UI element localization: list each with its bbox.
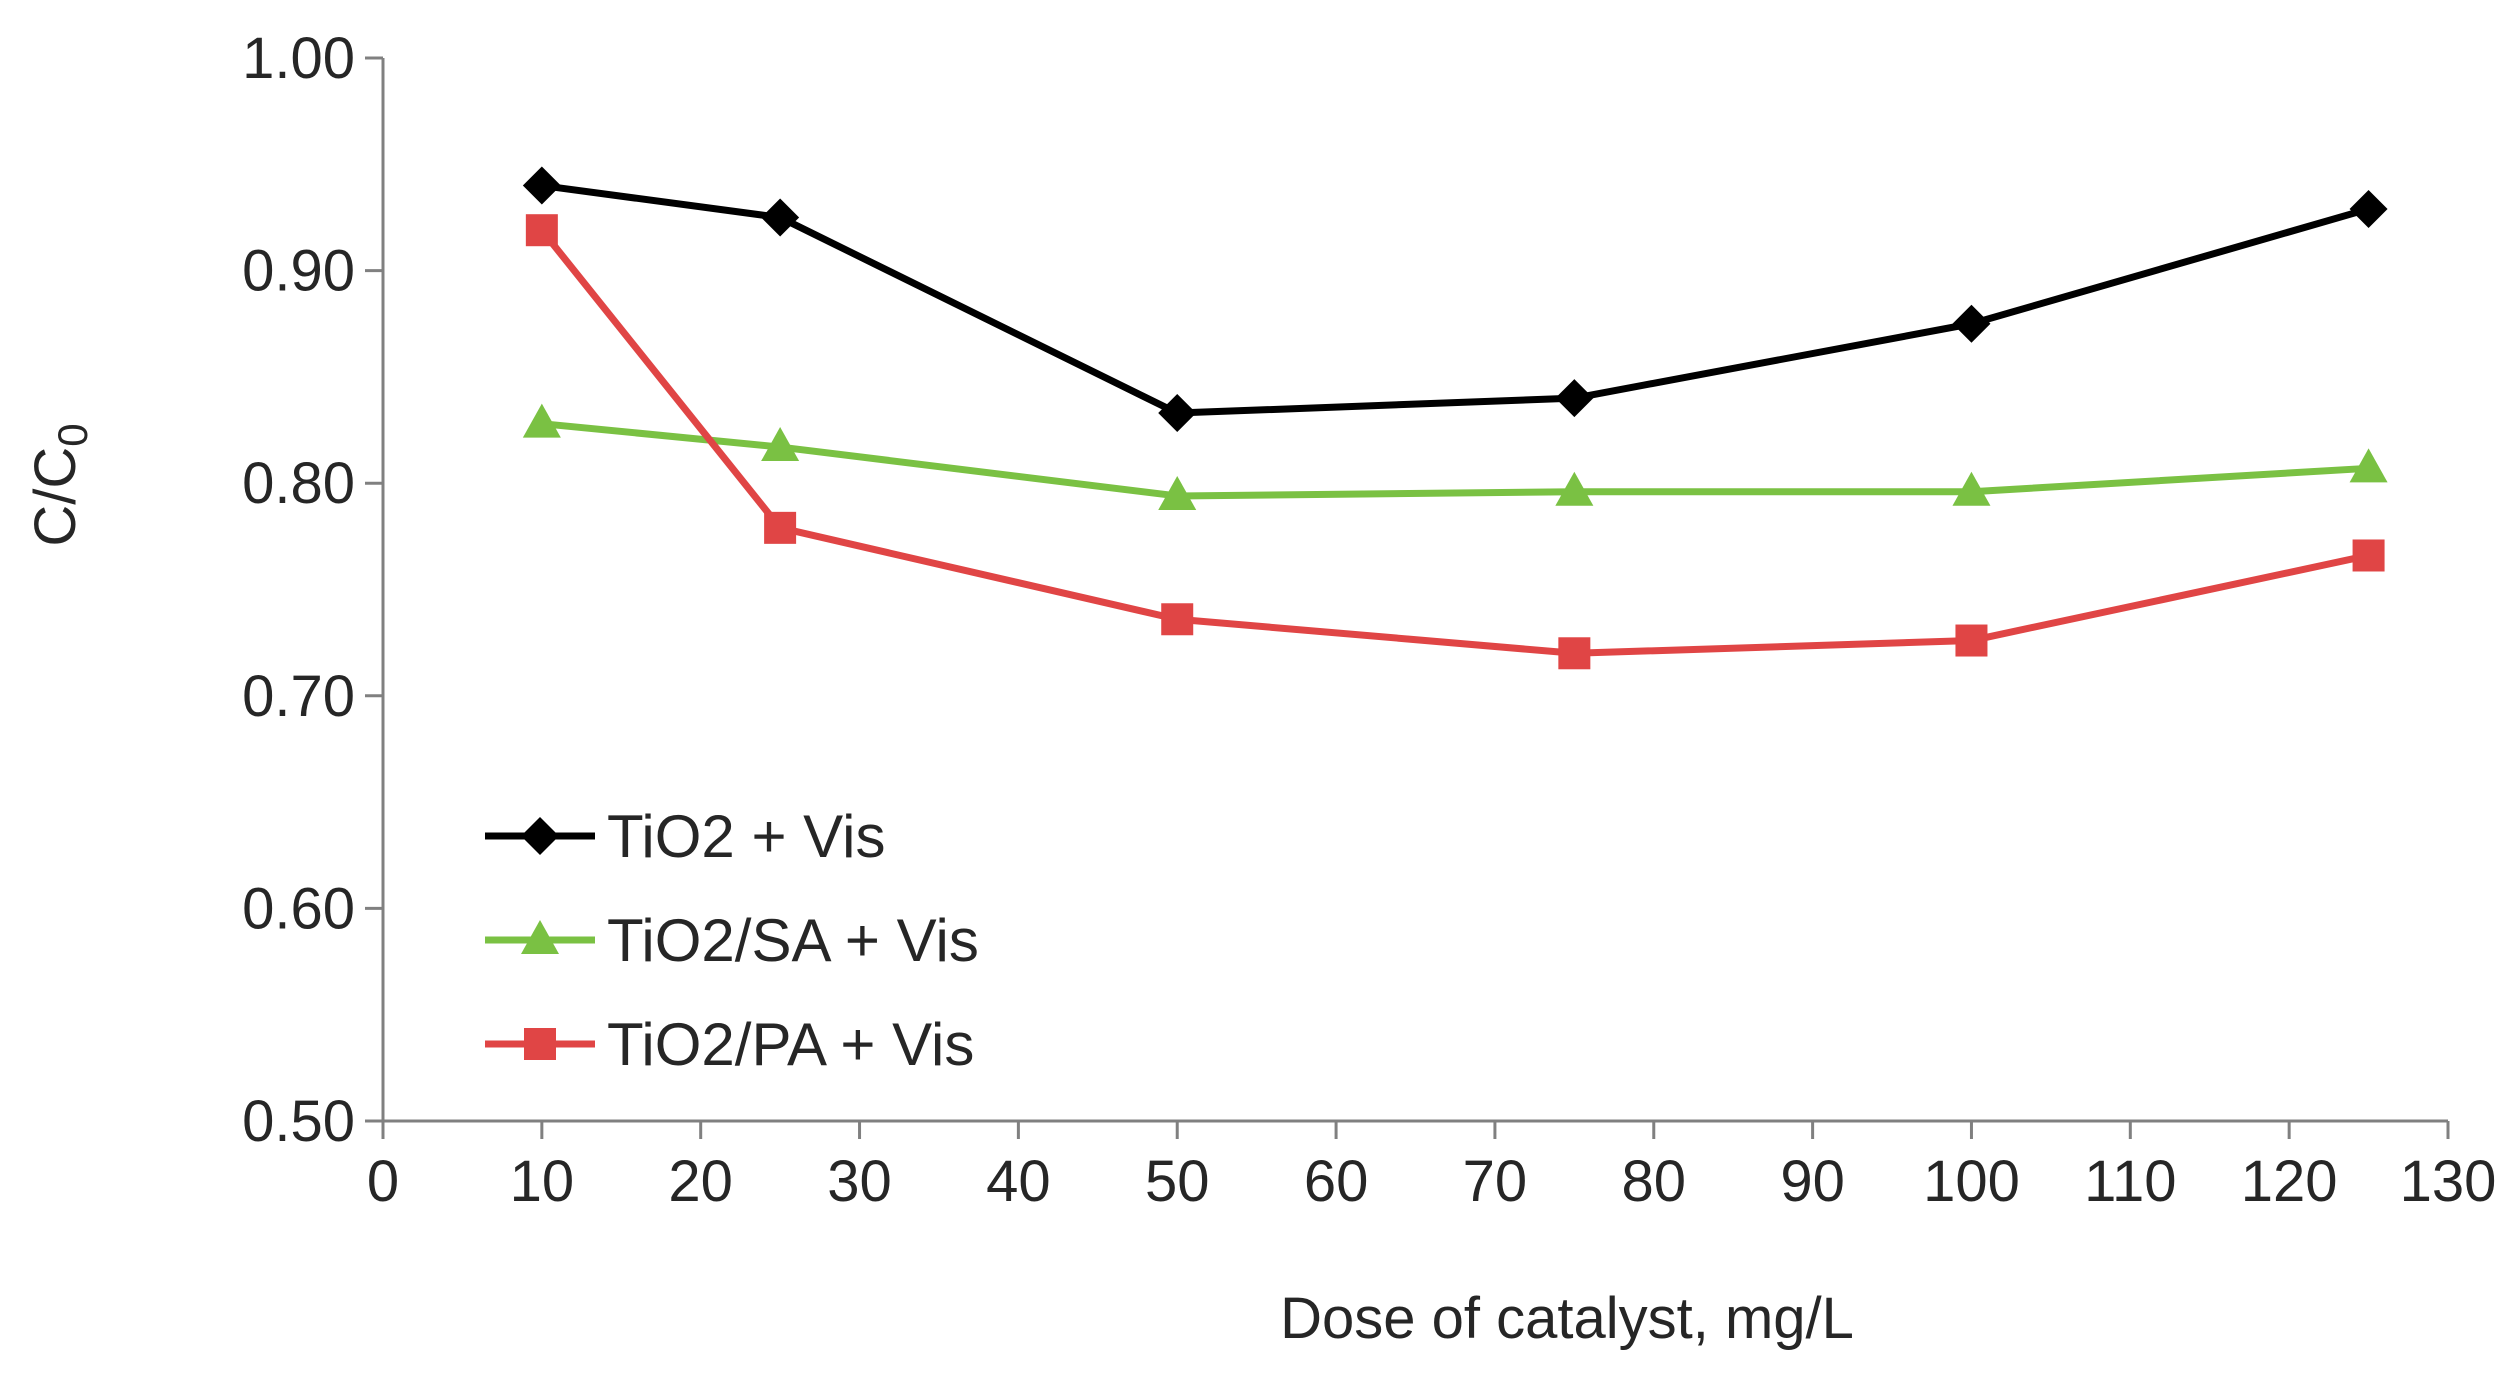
data-point [1161, 603, 1194, 636]
x-tick-label: 0 [367, 1149, 399, 1214]
x-tick-label: 100 [1923, 1149, 2020, 1214]
data-point [1952, 471, 1991, 506]
series-1 [522, 166, 2388, 433]
x-tick-label: 130 [2400, 1149, 2497, 1214]
series-2 [522, 403, 2388, 510]
data-point [1158, 475, 1197, 510]
legend: TiO2 + Vis TiO2/SA + Vis TiO2/PA + Vis [485, 803, 979, 1078]
y-tick-label: 1.00 [242, 26, 355, 91]
legend-label: TiO2/PA + Vis [607, 1011, 974, 1078]
legend-marker [521, 920, 559, 954]
legend-label: TiO2 + Vis [607, 803, 885, 870]
x-tick-label: 80 [1622, 1149, 1687, 1214]
data-point [522, 403, 561, 438]
data-point [1558, 637, 1591, 670]
x-axis-title: Dose of catalyst, mg/L [1280, 1286, 1854, 1351]
series-3 [525, 214, 2385, 670]
data-point [1555, 379, 1594, 418]
y-tick-label: 0.50 [242, 1089, 355, 1154]
x-tick-label: 70 [1463, 1149, 1528, 1214]
x-tick-label: 30 [827, 1149, 892, 1214]
series-layer [522, 166, 2388, 670]
data-point [2349, 189, 2388, 228]
data-point [764, 511, 797, 544]
y-tick-label: 0.60 [242, 876, 355, 941]
data-point [761, 198, 800, 237]
data-point [2352, 539, 2385, 572]
data-point [2349, 448, 2388, 483]
axes: 0.50 0.60 0.70 0.80 0.90 1.00 0 10 20 30 40 50 60 70 8… [242, 26, 2496, 1214]
series-line [541, 420, 2369, 500]
x-tick-label: 40 [986, 1149, 1051, 1214]
x-tick-label: 120 [2241, 1149, 2338, 1214]
x-tick-label: 50 [1145, 1149, 1210, 1214]
data-point [1952, 304, 1991, 343]
x-tick-label: 90 [1780, 1149, 1845, 1214]
legend-marker [524, 1028, 556, 1060]
legend-item: TiO2/PA + Vis [485, 1011, 974, 1078]
y-tick-label: 0.80 [242, 451, 355, 516]
data-point [761, 427, 800, 462]
series-line [541, 182, 2370, 417]
data-point [1555, 471, 1594, 506]
y-axis-title: C/C0 [23, 423, 96, 546]
legend-item: TiO2 + Vis [485, 803, 885, 870]
x-tick-label: 60 [1304, 1149, 1369, 1214]
legend-label: TiO2/SA + Vis [607, 907, 979, 974]
data-point [1955, 624, 1988, 657]
legend-marker [521, 817, 559, 855]
y-tick-label: 0.90 [242, 239, 355, 304]
x-tick-label: 20 [668, 1149, 733, 1214]
series-line [539, 228, 2370, 657]
x-tick-label: 110 [2084, 1149, 2176, 1214]
legend-item: TiO2/SA + Vis [485, 907, 979, 974]
data-point [1158, 394, 1197, 433]
x-tick-label: 10 [510, 1149, 575, 1214]
data-point [522, 166, 561, 205]
data-point [525, 214, 558, 247]
y-tick-label: 0.70 [242, 664, 355, 729]
